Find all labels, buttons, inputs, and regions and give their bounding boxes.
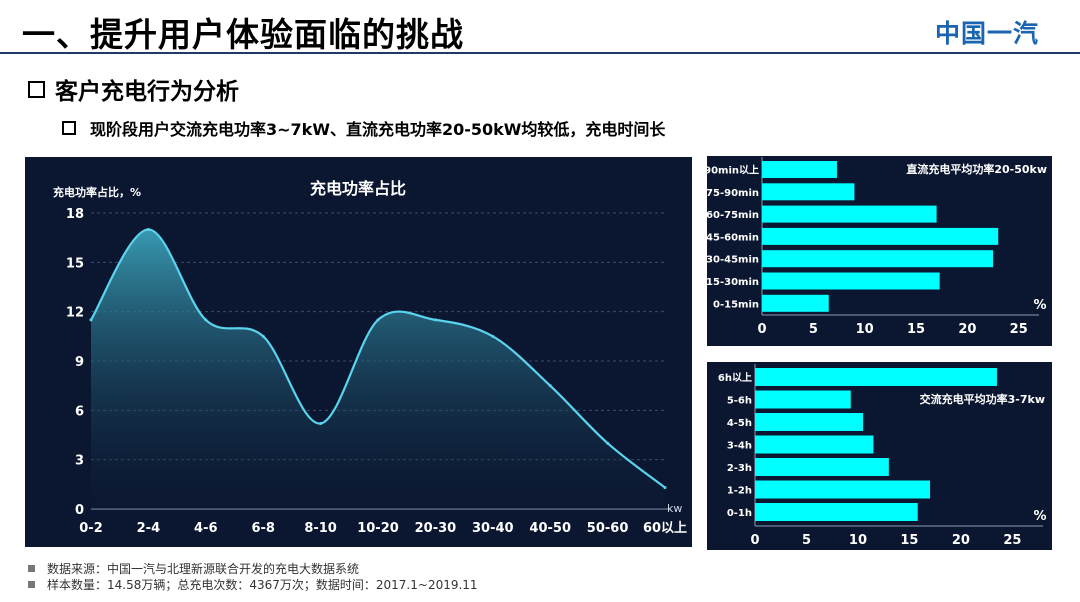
- bar: [755, 368, 997, 386]
- square-bullet-icon: [62, 121, 76, 135]
- data-point: [663, 486, 667, 490]
- category-label: 90min以上: [707, 164, 759, 177]
- x-tick-label: 25: [1003, 533, 1021, 548]
- x-axis-unit: %: [1033, 509, 1046, 524]
- x-axis-unit: kw: [667, 502, 682, 515]
- y-axis-label: 充电功率占比，%: [53, 185, 141, 199]
- x-tick-label: 5: [802, 533, 811, 548]
- section-bullet-text: 现阶段用户交流充电功率3~7kW、直流充电功率20-50kW均较低，充电时间长: [90, 120, 666, 139]
- category-label: 60-75min: [707, 210, 759, 221]
- category-label: 3-4h: [727, 441, 752, 452]
- x-tick-label: 0-2: [79, 521, 103, 536]
- footer-sample-text: 样本数量：14.58万辆；总充电次数：4367万次；数据时间：2017.1~20…: [47, 578, 478, 592]
- x-tick-label: 10-20: [357, 521, 399, 536]
- x-tick-label: 15: [900, 533, 918, 548]
- footer-source: 数据来源：中国一汽与北理新源联合开发的充电大数据系统: [28, 560, 359, 577]
- category-label: 0-15min: [713, 299, 759, 310]
- category-label: 1-2h: [727, 486, 752, 497]
- y-tick-label: 18: [66, 207, 84, 222]
- data-point: [376, 318, 380, 322]
- square-bullet-icon: [28, 565, 35, 572]
- category-label: 0-1h: [727, 508, 752, 519]
- data-point: [606, 441, 610, 445]
- bar: [762, 250, 994, 268]
- data-point: [204, 318, 208, 322]
- bar: [762, 161, 837, 178]
- x-tick-label: 2-4: [137, 521, 161, 536]
- x-tick-label: 40-50: [529, 521, 571, 536]
- bar: [755, 413, 864, 431]
- bar: [755, 480, 931, 499]
- bar: [762, 294, 829, 312]
- bar: [755, 390, 851, 409]
- x-tick-label: 10: [856, 322, 874, 337]
- x-tick-label: 20: [958, 322, 976, 337]
- x-tick-label: 0: [750, 533, 759, 548]
- bar: [755, 503, 918, 521]
- y-tick-label: 15: [66, 256, 84, 271]
- x-tick-label: 20-30: [415, 521, 457, 536]
- data-point: [433, 318, 437, 322]
- ac-charging-chart-panel: 6h以上 5-6h 4-5h 3-4h 2-3h 1-2h 0-1h 0 5 10 15 20 25 交流…: [707, 362, 1052, 550]
- square-bullet-icon: [28, 81, 45, 98]
- data-point: [261, 334, 265, 338]
- x-axis-unit: %: [1033, 298, 1046, 313]
- x-tick-label: 20: [952, 533, 970, 548]
- y-tick-label: 12: [66, 306, 84, 321]
- bar: [762, 227, 999, 245]
- charging-power-area-chart: 充电功率占比 充电功率占比，% 0 3 6 9 12 15 18 0-2 2-4 4-6 6-8 8-10…: [53, 179, 687, 536]
- x-tick-label: 0: [757, 322, 766, 337]
- page-title: 一、提升用户体验面临的挑战: [22, 15, 464, 54]
- chart-title: 直流充电平均功率20-50kw: [906, 162, 1047, 176]
- chart-title: 交流充电平均功率3-7kw: [920, 392, 1045, 406]
- x-tick-label: 25: [1010, 322, 1028, 337]
- chart-title: 充电功率占比: [310, 179, 406, 198]
- data-point: [89, 318, 93, 322]
- bar: [755, 458, 889, 476]
- category-label: 75-90min: [707, 188, 759, 199]
- x-tick-label: 5: [809, 322, 818, 337]
- x-tick-label: 6-8: [251, 521, 275, 536]
- y-tick-label: 9: [75, 355, 84, 370]
- faw-logo: 中国一汽: [935, 19, 1040, 48]
- header-divider: [0, 52, 1080, 54]
- y-tick-label: 3: [75, 454, 84, 469]
- charging-power-chart-panel: 充电功率占比 充电功率占比，% 0 3 6 9 12 15 18 0-2 2-4 4-6 6-8 8-10…: [25, 157, 692, 547]
- category-label: 4-5h: [727, 418, 752, 429]
- data-point: [146, 227, 150, 231]
- x-tick-label: 60以上: [643, 521, 687, 536]
- dc-charging-bar-chart: 90min以上 75-90min 60-75min 45-60min 30-45min 1…: [704, 157, 1047, 337]
- bar: [755, 435, 874, 454]
- category-label: 5-6h: [727, 396, 752, 407]
- ac-charging-bar-chart: 6h以上 5-6h 4-5h 3-4h 2-3h 1-2h 0-1h 0 5 10 15 20 25 交流…: [718, 364, 1047, 548]
- area-fill: [91, 229, 665, 509]
- footer-sample: 样本数量：14.58万辆；总充电次数：4367万次；数据时间：2017.1~20…: [28, 576, 478, 593]
- category-label: 2-3h: [727, 463, 752, 474]
- y-tick-label: 6: [75, 404, 84, 419]
- x-tick-label: 30-40: [472, 521, 514, 536]
- bar: [762, 205, 937, 223]
- bar: [762, 272, 940, 290]
- data-point: [319, 421, 323, 425]
- x-tick-label: 8-10: [304, 521, 337, 536]
- section-heading: 客户充电行为分析: [28, 72, 239, 106]
- category-label: 15-30min: [707, 277, 759, 288]
- square-bullet-icon: [28, 581, 35, 588]
- category-label: 6h以上: [718, 371, 752, 384]
- x-tick-label: 50-60: [587, 521, 629, 536]
- y-tick-label: 0: [75, 503, 84, 518]
- bar: [762, 183, 855, 201]
- footer-source-text: 数据来源：中国一汽与北理新源联合开发的充电大数据系统: [47, 562, 360, 576]
- x-tick-label: 10: [849, 533, 867, 548]
- dc-charging-chart-panel: 90min以上 75-90min 60-75min 45-60min 30-45min 1…: [704, 156, 1052, 346]
- x-tick-label: 15: [907, 322, 925, 337]
- x-tick-label: 4-6: [194, 521, 218, 536]
- section-heading-text: 客户充电行为分析: [55, 79, 239, 105]
- series-line: [90, 228, 666, 489]
- category-label: 45-60min: [707, 232, 759, 243]
- data-point: [548, 384, 552, 388]
- category-label: 30-45min: [707, 255, 759, 266]
- section-bullet: 现阶段用户交流充电功率3~7kW、直流充电功率20-50kW均较低，充电时间长: [62, 116, 665, 140]
- data-point: [491, 334, 495, 338]
